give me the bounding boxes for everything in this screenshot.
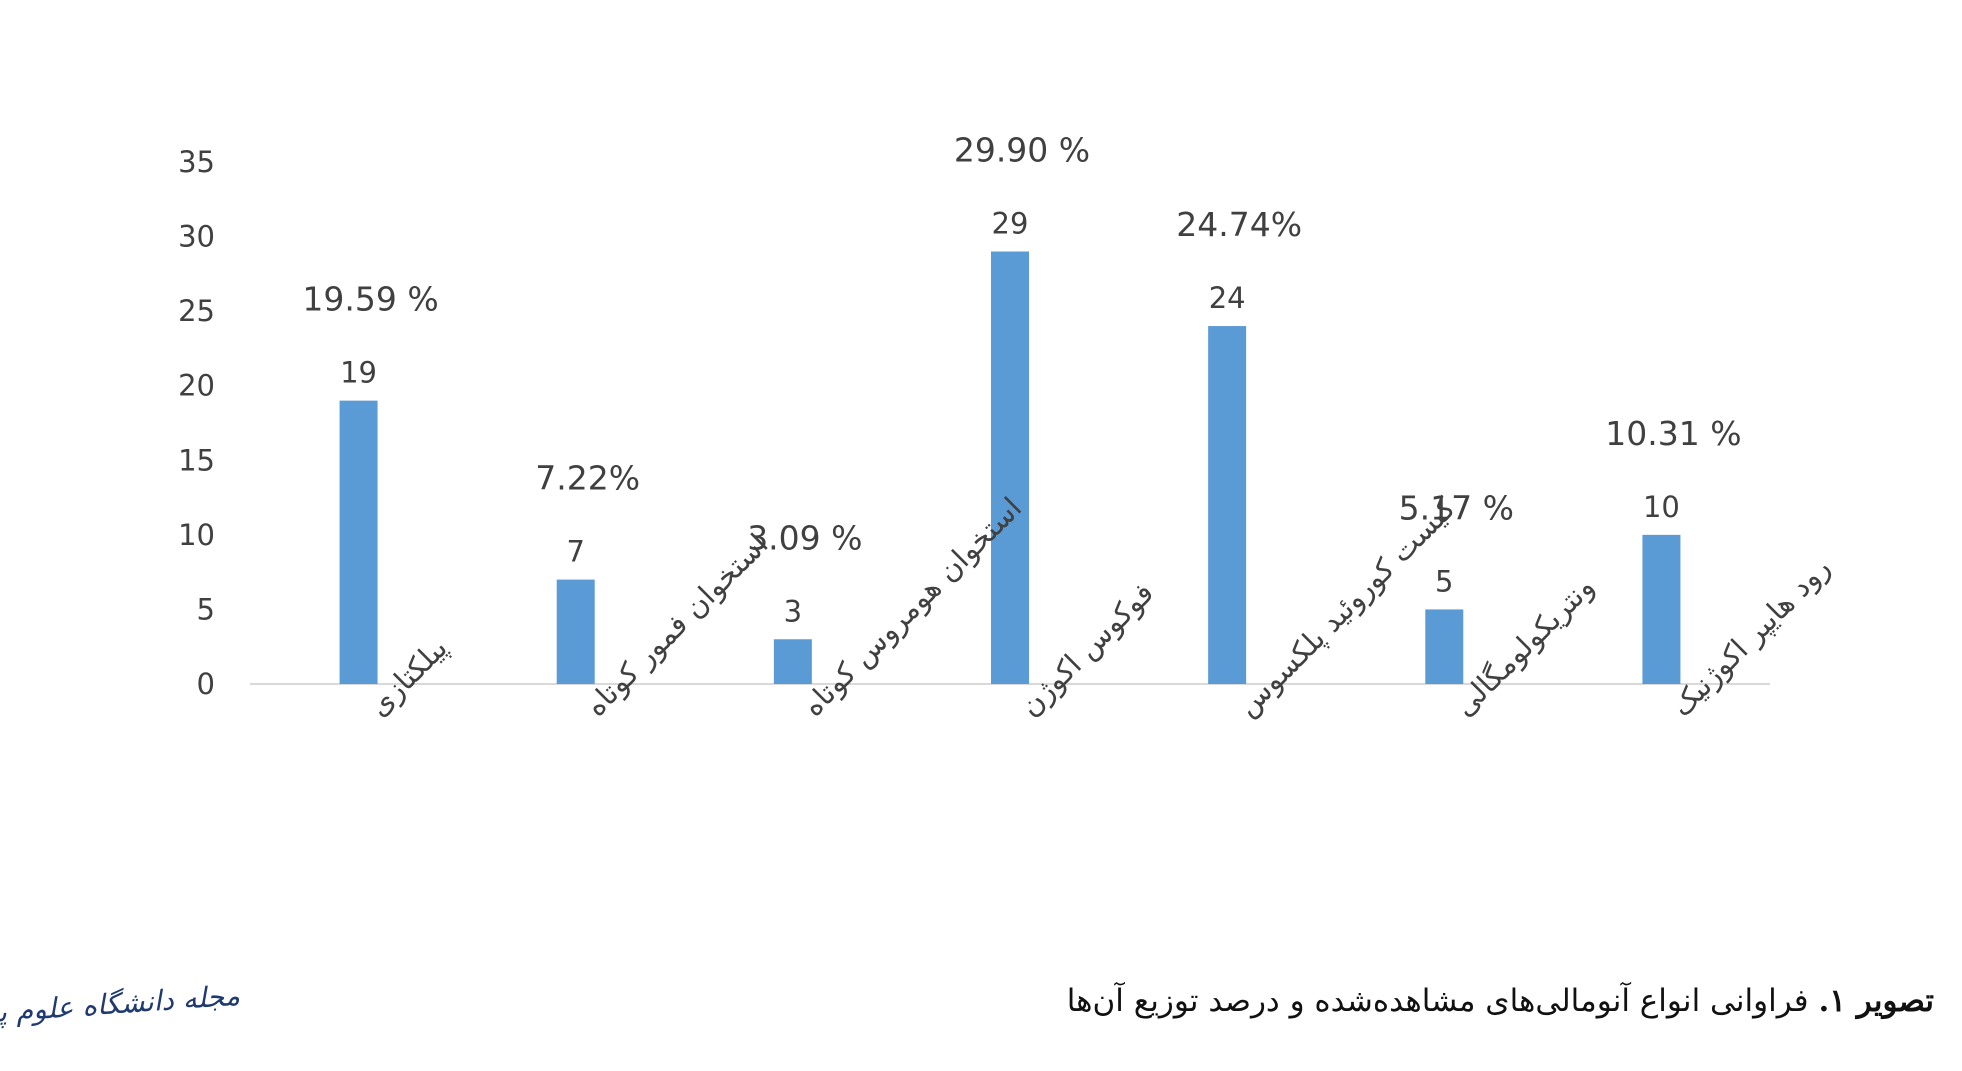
bar-value-label: 19: [340, 356, 377, 390]
bar: [991, 251, 1029, 684]
y-tick-label: 25: [178, 294, 215, 328]
y-tick-label: 10: [178, 518, 215, 552]
bar-percent-label: 5.17 %: [1399, 488, 1514, 527]
journal-logo: مجله دانشگاه علوم پزشکی گیلان: [0, 968, 241, 1063]
bar-percent-label: 10.31 %: [1605, 414, 1741, 453]
bar-value-label: 24: [1209, 281, 1246, 315]
bar-percent-label: 24.74%: [1176, 205, 1302, 244]
bar-percent-label: 19.59 %: [302, 280, 438, 319]
journal-logo-text: مجله دانشگاه علوم پزشکی گیلان: [0, 978, 241, 1039]
y-tick-label: 30: [178, 220, 215, 254]
bar-value-label: 29: [992, 206, 1029, 240]
caption-text: فراوانی انواع آنومالی‌های مشاهده‌شده و د…: [1066, 983, 1809, 1019]
bars: [339, 251, 1681, 684]
bar-percent-label: 7.22%: [535, 459, 640, 498]
bar-value-label: 5: [1435, 564, 1453, 598]
bar-percent-label: 29.90 %: [954, 130, 1090, 169]
bar-value-label: 10: [1643, 490, 1680, 524]
y-tick-label: 0: [197, 667, 215, 701]
bar: [1425, 609, 1464, 684]
bar-chart: 0 5 10 15 20 25 30 35 19 7 3 29 24 5 10 19.59 % 7.22% 3…: [178, 130, 1837, 724]
y-tick-label: 20: [178, 369, 215, 403]
bar: [1642, 534, 1681, 684]
category-label: فوکوس اکوژن: [1013, 576, 1160, 723]
category-label: کیست کوروئید پلکسوس: [1230, 491, 1463, 724]
y-axis-ticks: 0 5 10 15 20 25 30 35: [178, 145, 215, 701]
percent-labels: 19.59 % 7.22% 3.09 % 29.90 % 24.74% 5.17 % 10.…: [302, 130, 1741, 557]
category-label: استخوان فمور کوتاه: [579, 527, 775, 723]
bar: [773, 639, 812, 684]
figure-caption: تصویر ۱. فراوانی انواع آنومالی‌های مشاهد…: [1067, 983, 1934, 1019]
category-label: ونتریکولومگالی: [1447, 569, 1601, 723]
bar: [339, 400, 378, 684]
bar-value-label: 3: [784, 594, 802, 628]
bar-value-label: 7: [566, 535, 584, 569]
bar-percent-label: 3.09 %: [747, 518, 862, 557]
value-labels: 19 7 3 29 24 5 10: [340, 206, 1680, 628]
category-label: رود هایپر اکوژنیک: [1664, 550, 1837, 723]
y-tick-label: 5: [197, 592, 215, 626]
y-tick-label: 15: [178, 443, 215, 477]
y-tick-label: 35: [178, 145, 215, 179]
bar: [1208, 326, 1247, 684]
caption-label: تصویر ۱.: [1818, 983, 1934, 1019]
bar: [556, 579, 595, 684]
